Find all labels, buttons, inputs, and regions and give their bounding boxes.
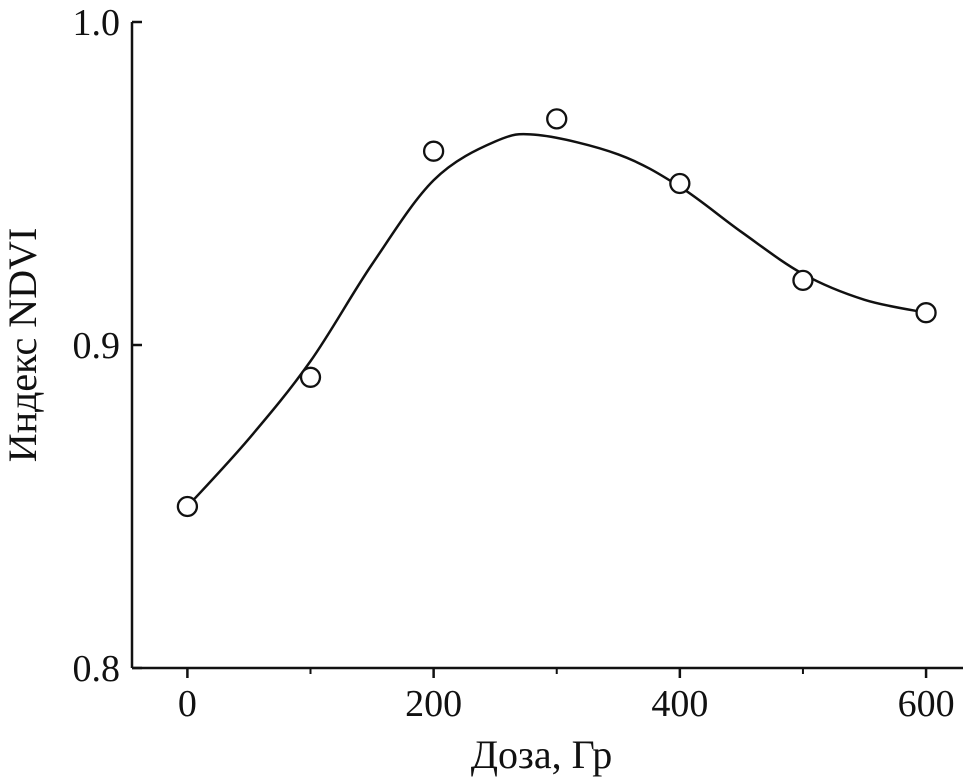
data-point-0 [176, 495, 199, 518]
x-axis-title: Доза, Гр [471, 732, 612, 777]
data-point-500 [792, 269, 814, 292]
fit-curve-layer [186, 132, 927, 508]
x-tick-label-200: 200 [405, 683, 462, 725]
y-axis-title: Индекс NDVI [0, 228, 45, 463]
data-point-100 [299, 366, 322, 388]
data-point-300 [546, 108, 568, 130]
data-points [176, 108, 937, 518]
data-point-200 [422, 140, 445, 162]
y-tick-label-1.0: 1.0 [73, 2, 121, 44]
data-point-400 [669, 172, 691, 195]
x-tick-label-0: 0 [178, 683, 197, 725]
y-tick-label-0.8: 0.8 [73, 648, 121, 690]
ticks: 0 200 400 600 0.8 0.9 1.0 [73, 2, 955, 725]
data-point-600 [915, 302, 937, 324]
y-tick-label-0.9: 0.9 [73, 325, 121, 367]
fit-curve [186, 132, 927, 508]
x-tick-label-600: 600 [898, 683, 955, 725]
x-tick-label-400: 400 [651, 683, 708, 725]
